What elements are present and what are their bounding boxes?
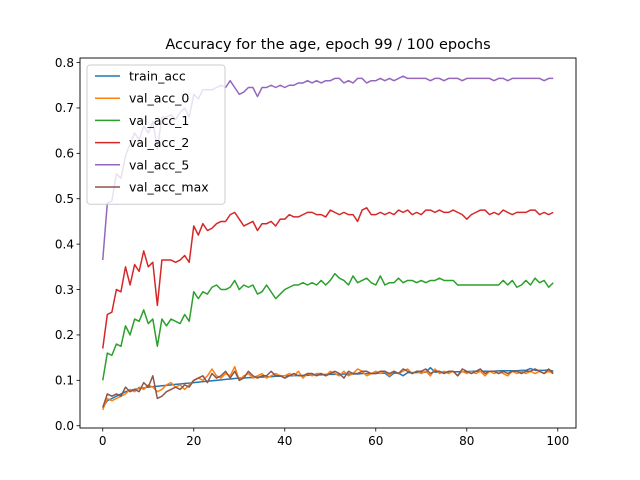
x-tick-label: 0 — [99, 434, 107, 448]
y-tick-label: 0.0 — [55, 419, 74, 433]
series-line-val-acc-1 — [102, 272, 554, 381]
y-tick-label: 0.8 — [55, 56, 74, 70]
y-tick-label: 0.1 — [55, 374, 74, 388]
x-tick-label: 60 — [368, 434, 383, 448]
series-layer — [102, 75, 554, 411]
legend-box — [86, 64, 226, 205]
chart-title: Accuracy for the age, epoch 99 / 100 epo… — [165, 37, 490, 53]
axes-frame — [79, 57, 577, 429]
legend-label: val_acc_5 — [129, 157, 189, 172]
legend-label: val_acc_0 — [129, 91, 189, 106]
series-line-val-acc-2 — [102, 207, 554, 349]
legend: train_acc val_acc_0 val_acc_1 val_acc_2 val_… — [86, 64, 226, 205]
series-line-val-acc-max — [102, 368, 554, 408]
legend-label: val_acc_2 — [129, 135, 189, 150]
y-tick-label: 0.5 — [55, 192, 74, 206]
x-tick-label: 20 — [186, 434, 201, 448]
y-tick-label: 0.3 — [55, 283, 74, 297]
x-tick-label: 40 — [277, 434, 292, 448]
y-tick-label: 0.4 — [55, 237, 74, 251]
x-tick-label: 100 — [546, 434, 569, 448]
legend-label: val_acc_max — [129, 180, 209, 195]
x-tick-label: 80 — [459, 434, 474, 448]
series-line-val-acc-0 — [102, 365, 554, 411]
legend-label: train_acc — [129, 69, 186, 84]
y-tick-label: 0.7 — [55, 101, 74, 115]
ticks-layer: 0 20 40 60 80 100 0.0 0.1 0.2 0.3 0.4 0.5 0.6 0.7 0.8 — [55, 56, 569, 448]
y-tick-label: 0.2 — [55, 328, 74, 342]
y-tick-label: 0.6 — [55, 147, 74, 161]
legend-label: val_acc_1 — [129, 113, 189, 128]
